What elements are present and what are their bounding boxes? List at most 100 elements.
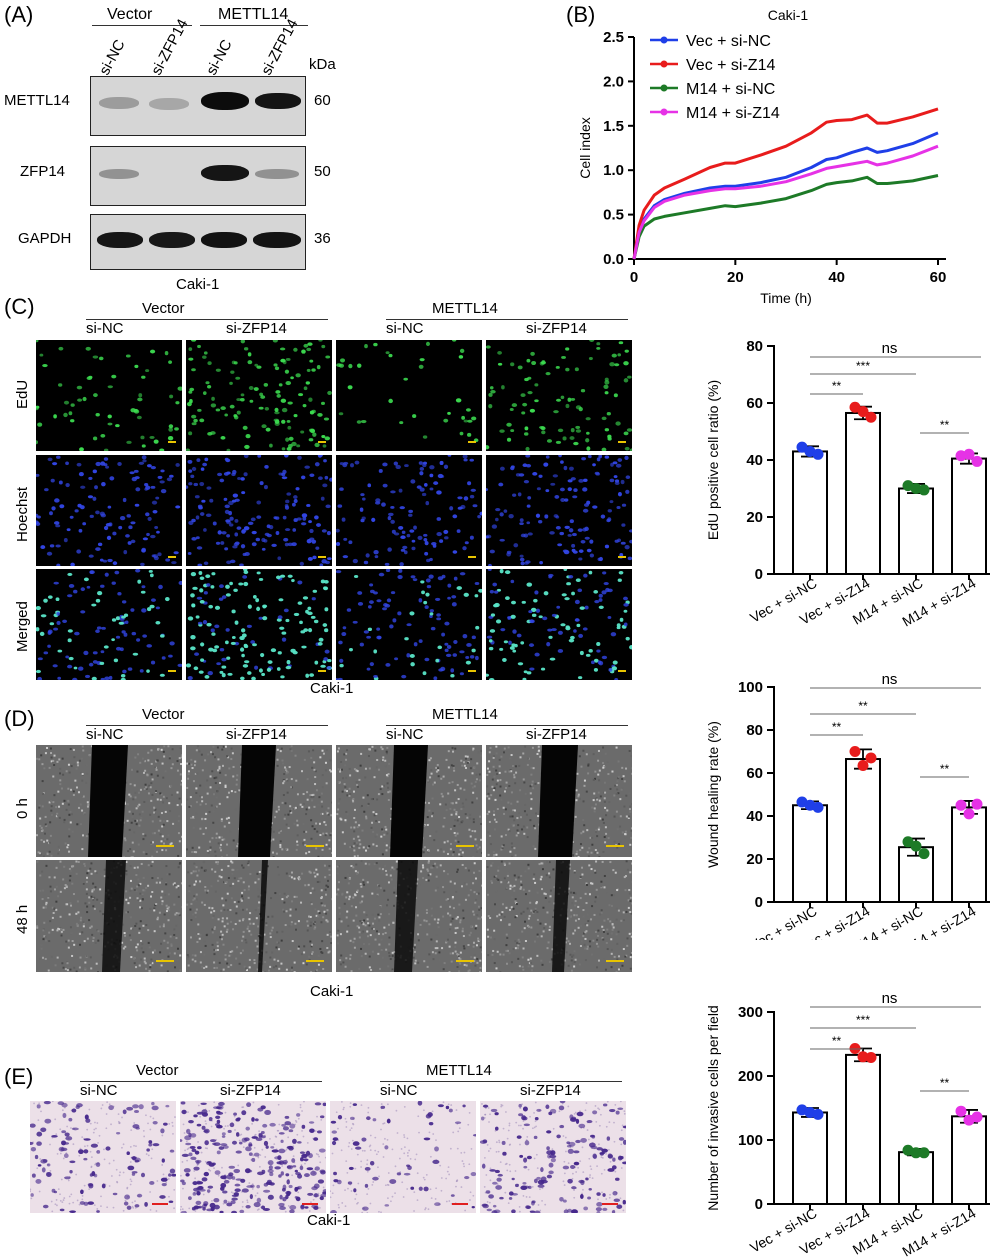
significance-label: ns — [882, 990, 898, 1007]
data-point — [910, 840, 922, 852]
y-axis-label: Number of invasive cells per field — [705, 1005, 721, 1210]
panel-label-e: (E) — [4, 1064, 34, 1089]
micrograph — [336, 745, 482, 857]
growth-curve-chart: Caki-1 0.0 0.5 1.0 1.5 2.0 2.5 0 20 40 60 Time (h) C… — [577, 7, 946, 306]
micrograph — [186, 455, 332, 566]
scale-bar — [468, 556, 476, 558]
invaded-cells — [180, 1101, 326, 1213]
lane-label: si-ZFP14 — [226, 726, 287, 743]
legend-label: M14 + si-Z14 — [686, 105, 780, 122]
chart-title: Caki-1 — [768, 7, 809, 23]
data-point — [865, 411, 877, 423]
micrograph — [486, 745, 632, 857]
invasion-bar-chart: 0 100 200 300 Number of invasive cells per f… — [705, 990, 990, 1258]
significance-label: *** — [856, 359, 870, 373]
bar — [898, 487, 934, 575]
blot-zfp14 — [90, 146, 306, 206]
lane-label: si-NC — [86, 726, 124, 743]
micrograph — [336, 569, 482, 680]
micrograph — [36, 860, 182, 972]
scale-bar — [156, 845, 174, 847]
y-axis-label: Cell index — [577, 117, 593, 178]
cell-nuclei — [336, 455, 482, 566]
scale-bar — [318, 441, 326, 443]
cell-monolayer — [486, 745, 632, 857]
cell-nuclei — [486, 455, 632, 566]
y-tick-label: 0 — [755, 1196, 763, 1213]
scale-bar — [306, 845, 324, 847]
significance-label: ** — [832, 379, 842, 393]
data-point — [918, 848, 930, 860]
data-point — [955, 1105, 967, 1117]
y-tick-label: 200 — [738, 1068, 763, 1085]
micrograph — [336, 860, 482, 972]
y-tick-label: 60 — [746, 395, 763, 412]
scale-bar — [156, 960, 174, 962]
invaded-cells — [480, 1101, 626, 1213]
lane-label: si-ZFP14 — [526, 726, 587, 743]
micrograph — [486, 455, 632, 566]
lane-label: si-ZFP14 — [520, 1082, 581, 1099]
bar — [898, 1151, 934, 1206]
group-underline — [86, 319, 328, 320]
cell-line-label: Caki-1 — [307, 1212, 351, 1229]
group-label-mettl14: METTL14 — [218, 6, 289, 23]
bar — [845, 1053, 881, 1205]
series-line — [632, 107, 939, 260]
bar — [951, 1115, 987, 1206]
micrograph — [486, 340, 632, 451]
micrograph — [486, 860, 632, 972]
protein-label: GAPDH — [18, 230, 72, 247]
scale-bar — [468, 441, 476, 443]
micrograph — [330, 1101, 476, 1213]
micrograph — [186, 569, 332, 680]
cell-nuclei — [486, 569, 632, 680]
micrograph — [36, 745, 182, 857]
lane-label: si-NC — [80, 1082, 118, 1099]
kda-value: 60 — [314, 92, 331, 109]
lane-label: si-NC — [386, 320, 424, 337]
group-label-vector: Vector — [136, 1062, 179, 1079]
panel-label-a: (A) — [4, 2, 34, 27]
micrograph — [486, 569, 632, 680]
significance-label: ns — [882, 340, 898, 357]
micrograph — [36, 569, 182, 680]
y-tick-label: 100 — [738, 679, 763, 696]
y-tick-label: 1.0 — [603, 162, 624, 179]
significance-label: *** — [856, 1013, 870, 1027]
micrograph — [336, 455, 482, 566]
y-tick-label: 40 — [746, 808, 763, 825]
significance-label: ** — [940, 1076, 950, 1090]
panel-label-d: (D) — [4, 706, 35, 731]
group-underline — [86, 725, 328, 726]
group-label-mettl14: METTL14 — [432, 706, 498, 723]
cell-nuclei — [336, 340, 479, 443]
legend-marker — [660, 84, 668, 92]
cell-monolayer — [186, 860, 332, 972]
significance-label: ns — [882, 671, 898, 688]
scale-bar — [306, 960, 324, 962]
group-label-mettl14: METTL14 — [426, 1062, 492, 1079]
row-label: EdU — [14, 379, 31, 409]
y-tick-label: 80 — [746, 722, 763, 739]
y-tick-label: 0.0 — [603, 251, 624, 268]
significance-label: ** — [940, 762, 950, 776]
series-line — [632, 131, 939, 260]
data-point — [910, 1147, 922, 1159]
y-tick-label: 300 — [738, 1004, 763, 1021]
group-underline — [380, 1081, 622, 1082]
cell-nuclei — [186, 340, 332, 451]
wound-gap — [238, 745, 276, 857]
y-tick-label: 100 — [738, 1132, 763, 1149]
data-point — [865, 752, 877, 764]
group-label-vector: Vector — [142, 300, 185, 317]
significance-label: ** — [832, 720, 842, 734]
data-point — [971, 798, 983, 810]
micrograph — [180, 1101, 326, 1213]
scale-bar — [606, 845, 624, 847]
lane-label: si-ZFP14 — [226, 320, 287, 337]
micrograph — [186, 860, 332, 972]
row-label: 48 h — [14, 904, 31, 934]
data-point — [918, 484, 930, 496]
